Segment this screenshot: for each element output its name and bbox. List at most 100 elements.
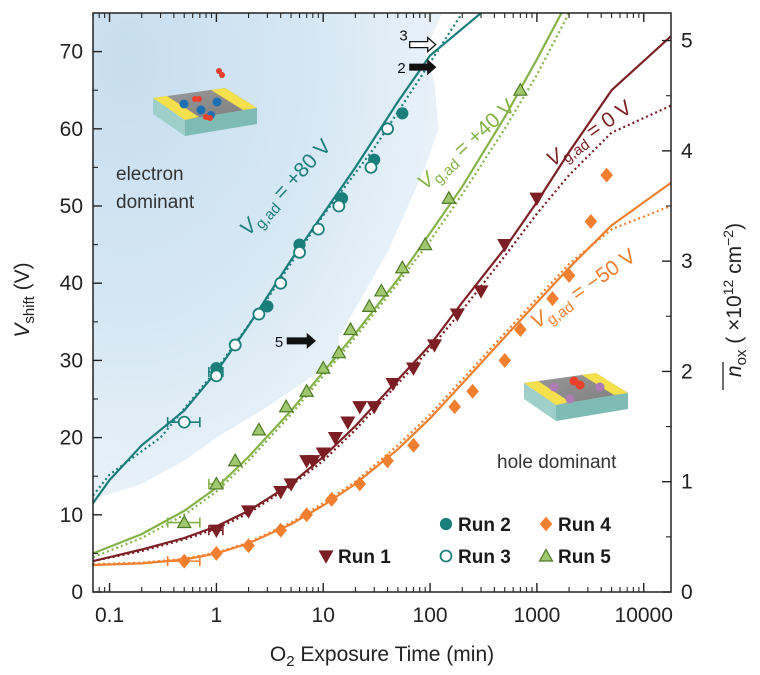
data-point-run4 (177, 553, 191, 569)
data-point-run5 (512, 82, 528, 96)
electron-region-label-2: dominant (116, 192, 195, 213)
electron-icon (179, 99, 189, 109)
legend-marker-run5 (538, 548, 554, 562)
data-point-run4 (242, 538, 255, 554)
data-point-run5 (176, 514, 192, 529)
data-point-run4 (584, 214, 598, 229)
data-point-run1 (315, 447, 331, 461)
legend-marker-run2 (439, 517, 453, 531)
annotation-arrow-3: 3 (399, 28, 437, 54)
data-point-run1 (352, 401, 368, 415)
y-tick-label: 70 (60, 41, 83, 64)
data-point-run3 (228, 338, 242, 352)
arrow-label: 2 (397, 60, 405, 77)
y2-tick-label: 5 (681, 30, 693, 53)
hole-icon (595, 382, 605, 392)
data-point-run3 (209, 369, 223, 383)
data-point-run4 (407, 437, 420, 453)
y-tick-label: 60 (60, 118, 83, 141)
legend-marker-run1 (318, 550, 334, 564)
data-point-run1 (497, 239, 513, 253)
arrow-label: 3 (399, 28, 407, 45)
data-point-run3 (274, 276, 288, 290)
series-run5 (176, 82, 528, 529)
data-point-run5 (417, 236, 433, 251)
data-point-run1 (405, 362, 422, 376)
data-point-run4 (274, 522, 287, 538)
y-tick-label: 50 (60, 195, 83, 218)
data-point-run5 (315, 360, 331, 374)
data-point-run4 (353, 476, 367, 492)
y-tick-label: 0 (71, 581, 83, 604)
svg-text:nox ( ×1012 cm−2): nox ( ×1012 cm−2) (720, 223, 750, 377)
legend-label-run4: Run 4 (558, 515, 611, 536)
data-point-run5 (394, 260, 410, 274)
y2-tick-label: 3 (681, 250, 693, 273)
device-hole-illustration (524, 373, 628, 421)
x-tick-label: 10000 (615, 604, 673, 627)
curve-label-run1: Vg,ad = 0 V (542, 96, 638, 175)
data-point-run4 (466, 383, 479, 399)
data-point-run5 (251, 422, 267, 436)
y2-tick-label: 1 (681, 471, 693, 494)
data-point-run1 (283, 478, 299, 492)
annotation-arrows: 3 2 5 (275, 28, 437, 351)
data-point-run3 (381, 122, 394, 136)
data-point-run1 (366, 401, 382, 415)
fit-curve-dotted-run5 (93, 13, 571, 559)
data-point-run1 (208, 524, 224, 538)
data-point-run1 (241, 505, 257, 519)
data-point-run4 (546, 291, 559, 307)
arrow-filled-icon (409, 59, 437, 76)
data-point-run5 (441, 190, 457, 204)
annotation-arrow-2: 2 (397, 59, 437, 77)
x-axis-label: O2 Exposure Time (min) (270, 643, 494, 670)
legend-marker-run4 (539, 516, 553, 532)
data-point-run1 (327, 432, 343, 446)
electron-dominant-region (93, 13, 443, 500)
electron-region-label-1: electron (116, 164, 184, 185)
data-point-run1 (529, 192, 545, 206)
data-point-run1 (305, 455, 321, 469)
y2-tick-label: 4 (681, 140, 693, 163)
device-electron-illustration (153, 68, 257, 136)
legend: Run 1 Run 2 Run 3 Run 4 Run 5 (318, 515, 611, 568)
x-tick-label: 10 (312, 604, 335, 627)
data-point-run3 (311, 222, 325, 236)
data-point-run4 (514, 322, 527, 337)
x-axis: 0.1 1 10 100 1000 10000 (92, 13, 673, 627)
electron-icon (212, 97, 222, 107)
data-point-run5 (342, 321, 359, 336)
legend-label-run2: Run 2 (458, 515, 511, 536)
data-point-run4 (498, 352, 512, 368)
y-tick-label: 10 (60, 504, 83, 527)
data-point-run3 (293, 245, 306, 259)
data-point-run3 (332, 199, 346, 213)
x-tick-label: 1000 (514, 604, 561, 627)
data-point-run4 (210, 545, 223, 561)
data-markers (176, 82, 613, 569)
data-point-run4 (381, 453, 394, 469)
data-point-run1 (473, 285, 489, 299)
series-run3 (177, 122, 394, 429)
hole-icon (565, 394, 575, 404)
data-point-run5 (373, 283, 389, 297)
y-axis-label: Vshift (V) (11, 262, 38, 337)
data-point-run4 (300, 507, 313, 523)
data-point-run1 (273, 486, 289, 500)
y2-axis-label: nox ( ×1012 cm−2) (720, 223, 750, 390)
hole-region-label: hole dominant (497, 452, 617, 473)
y-tick-label: 40 (60, 272, 83, 295)
electron-icon (196, 105, 206, 115)
fit-curve-solid-run2 (93, 13, 482, 504)
arrow-label: 5 (275, 334, 283, 351)
data-point-run1 (385, 377, 401, 392)
y2-tick-label: 0 (681, 581, 693, 604)
data-point-run5 (208, 476, 224, 490)
x-tick-label: 0.1 (95, 604, 124, 627)
data-point-run2 (261, 300, 274, 313)
data-point-run5 (227, 453, 243, 467)
legend-label-run3: Run 3 (458, 547, 511, 568)
data-point-run1 (426, 339, 443, 353)
